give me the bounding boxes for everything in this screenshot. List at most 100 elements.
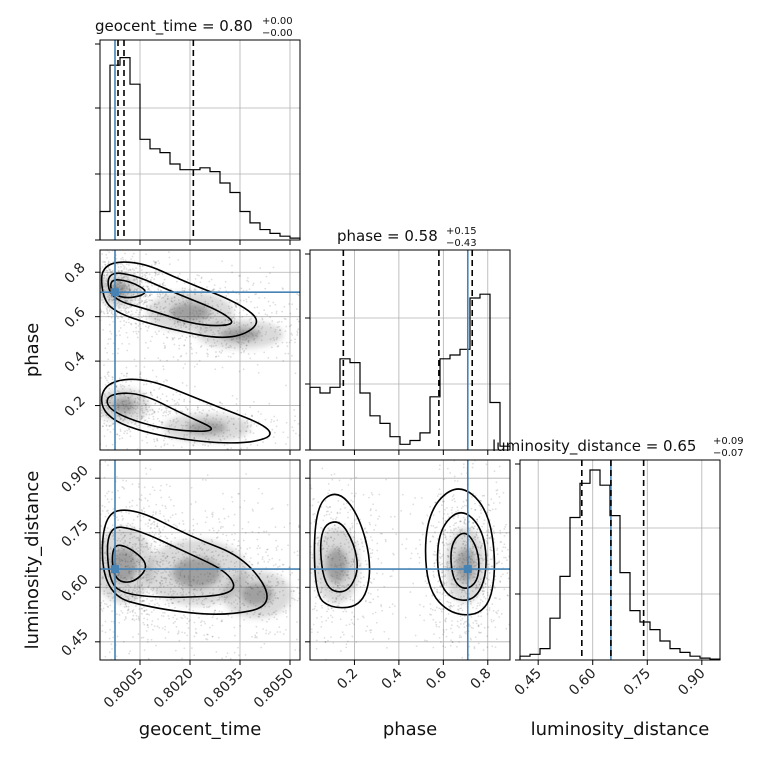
scatter-point — [139, 527, 141, 530]
scatter-point — [352, 623, 355, 626]
scatter-point — [482, 649, 485, 652]
scatter-point — [176, 526, 178, 528]
scatter-point — [50, 408, 52, 410]
scatter-point — [222, 526, 224, 528]
scatter-point — [153, 533, 156, 536]
scatter-point — [215, 355, 218, 358]
scatter-point — [137, 304, 140, 306]
scatter-point — [93, 623, 95, 625]
scatter-point — [395, 533, 398, 536]
scatter-point — [141, 612, 143, 615]
scatter-point — [227, 355, 230, 358]
scatter-point — [163, 347, 166, 350]
scatter-point — [144, 295, 147, 298]
scatter-point — [250, 421, 253, 423]
scatter-point — [442, 553, 444, 556]
scatter-point — [183, 647, 186, 650]
scatter-point — [185, 406, 187, 409]
scatter-point — [126, 306, 128, 309]
scatter-point — [272, 564, 275, 567]
scatter-point — [349, 527, 352, 530]
scatter-point — [115, 655, 118, 658]
scatter-point — [45, 375, 47, 377]
scatter-point — [88, 281, 90, 283]
scatter-point — [106, 492, 108, 495]
scatter-point — [125, 375, 128, 377]
scatter-point — [331, 416, 333, 418]
scatter-point — [83, 323, 85, 325]
scatter-point — [223, 444, 226, 446]
scatter-point — [89, 429, 91, 431]
scatter-point — [164, 293, 167, 296]
scatter-point — [231, 264, 233, 267]
scatter-point — [298, 548, 300, 550]
scatter-point — [106, 373, 109, 376]
scatter-point — [138, 619, 140, 621]
scatter-point — [345, 453, 347, 455]
scatter-point — [190, 348, 193, 351]
scatter-point — [89, 338, 91, 340]
scatter-point — [443, 565, 445, 568]
scatter-point — [132, 245, 134, 247]
scatter-point — [160, 421, 163, 424]
scatter-point — [150, 413, 153, 416]
scatter-point — [171, 602, 174, 604]
scatter-point — [148, 518, 150, 521]
scatter-point — [98, 412, 100, 414]
scatter-point — [269, 305, 271, 307]
scatter-point — [132, 636, 134, 638]
scatter-point — [62, 395, 64, 397]
scatter-point — [392, 569, 395, 572]
scatter-point — [375, 509, 377, 512]
scatter-point — [270, 311, 273, 314]
scatter-point — [128, 428, 130, 431]
scatter-point — [236, 298, 238, 301]
scatter-point — [296, 550, 299, 553]
scatter-point — [435, 559, 438, 562]
scatter-point — [135, 311, 137, 314]
scatter-point — [339, 623, 341, 625]
scatter-point — [441, 593, 444, 595]
scatter-point — [249, 425, 252, 428]
scatter-point — [216, 531, 218, 534]
contour-line-0-3 — [100, 378, 271, 444]
scatter-point — [86, 548, 88, 550]
scatter-point — [91, 544, 93, 546]
density-core — [109, 548, 138, 583]
scatter-point — [372, 503, 375, 506]
scatter-point — [69, 523, 71, 525]
scatter-point — [487, 531, 490, 533]
scatter-point — [76, 570, 78, 572]
scatter-point — [162, 611, 165, 614]
scatter-point — [103, 312, 106, 315]
scatter-point — [80, 298, 82, 300]
scatter-point — [486, 646, 489, 649]
scatter-point — [356, 618, 359, 621]
scatter-inner-2 — [278, 453, 510, 660]
scatter-point — [94, 274, 96, 276]
scatter-point — [302, 522, 304, 524]
scatter-point — [148, 602, 151, 605]
scatter-point — [106, 510, 108, 513]
scatter-point — [88, 413, 90, 415]
scatter-point — [328, 505, 331, 508]
scatter-point — [74, 616, 76, 618]
scatter-point — [145, 392, 148, 395]
scatter-point — [141, 607, 144, 610]
scatter-point — [232, 352, 235, 355]
scatter-point — [335, 321, 337, 323]
scatter-point — [326, 610, 328, 613]
scatter-point — [157, 289, 160, 292]
scatter-point — [185, 384, 188, 387]
x-tick-label-luminosity_distance-1: 0.60 — [566, 666, 599, 699]
scatter-point — [278, 554, 280, 556]
scatter-point — [145, 630, 148, 632]
scatter-point — [89, 555, 91, 557]
scatter-point — [121, 316, 124, 319]
scatter-point — [369, 523, 372, 526]
scatter-point — [103, 476, 106, 479]
scatter-point — [248, 560, 251, 563]
contour-line-0-2 — [109, 279, 146, 299]
scatter-point — [92, 542, 94, 544]
scatter-point — [81, 571, 83, 573]
